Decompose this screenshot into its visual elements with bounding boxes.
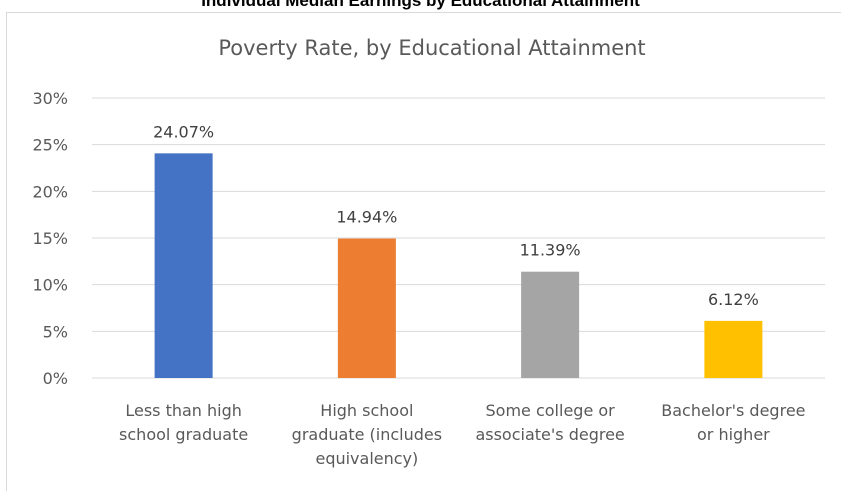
data-label: 24.07% [153, 122, 214, 141]
data-label: 11.39% [520, 241, 581, 260]
y-tick-label: 25% [32, 136, 68, 155]
y-tick-label: 15% [32, 229, 68, 248]
y-tick-label: 5% [43, 322, 68, 341]
y-tick-label: 30% [32, 89, 68, 108]
x-category-label: Bachelor's degree or higher [661, 401, 805, 444]
x-category-label-line: equivalency) [315, 449, 418, 468]
x-category-label: High school graduate (includes equivalency… [292, 401, 442, 468]
bar [337, 238, 396, 378]
x-category-label-line: High school [320, 401, 413, 420]
data-label: 14.94% [336, 208, 397, 227]
x-category-label-line: Bachelor's degree [661, 401, 805, 420]
chart-area [6, 12, 841, 491]
y-tick-label: 20% [32, 182, 68, 201]
x-category-label-line: or higher [697, 425, 770, 444]
y-tick-label: 0% [43, 369, 68, 388]
x-category-label: Some college or associate's degree [475, 401, 624, 444]
x-category-label-line: Some college or [486, 401, 616, 420]
y-tick-label: 10% [32, 276, 68, 295]
x-category-label-line: graduate (includes [292, 425, 442, 444]
chart-title: Poverty Rate, by Educational Attainment [218, 36, 645, 60]
bar [154, 153, 213, 378]
x-category-label: Less than high school graduate [119, 401, 248, 444]
x-category-label-line: Less than high [125, 401, 242, 420]
x-category-label-line: school graduate [119, 425, 248, 444]
cropped-header-title: Individual Median Earnings by Educationa… [201, 0, 640, 10]
data-label: 6.12% [708, 290, 759, 309]
bar [704, 320, 763, 378]
bar [521, 271, 580, 378]
x-category-label-line: associate's degree [475, 425, 624, 444]
